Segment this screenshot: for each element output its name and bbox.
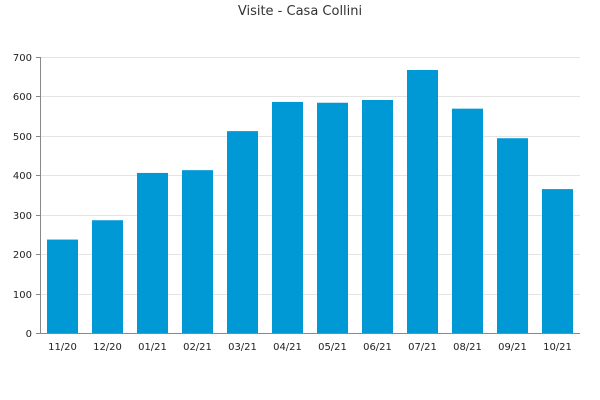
x-axis-ticks: 11/20 12/20 01/21 02/21 03/21 04/21 05/21 06/21… [48, 342, 572, 353]
y-tick-label: 300 [13, 211, 32, 222]
y-tick-label: 600 [13, 92, 32, 103]
bar-03-21 [227, 131, 258, 333]
x-tick-label: 01/21 [138, 342, 167, 353]
y-tick-label: 0 [26, 329, 32, 340]
bar-08-21 [452, 108, 483, 333]
bar-10-21 [542, 189, 573, 333]
x-tick-label: 11/20 [48, 342, 77, 353]
bar-04-21 [272, 101, 303, 333]
bar-02-21 [182, 170, 213, 333]
bar-05-21 [317, 102, 348, 333]
y-tick-label: 500 [13, 132, 32, 143]
bar-06-21 [362, 99, 393, 333]
bar-series [47, 70, 573, 334]
bar-09-21 [497, 138, 528, 333]
y-axis-ticks: 0 100 200 300 400 500 600 700 [13, 53, 40, 340]
bar-12-20 [92, 220, 123, 333]
x-tick-label: 02/21 [183, 342, 212, 353]
x-tick-label: 09/21 [498, 342, 527, 353]
x-tick-label: 05/21 [318, 342, 347, 353]
x-tick-label: 04/21 [273, 342, 302, 353]
x-tick-label: 10/21 [543, 342, 572, 353]
axes [40, 57, 580, 334]
y-tick-label: 400 [13, 171, 32, 182]
bar-07-21 [407, 70, 438, 334]
y-tick-label: 700 [13, 53, 32, 64]
bar-11-20 [47, 239, 78, 333]
y-tick-label: 100 [13, 290, 32, 301]
x-tick-label: 06/21 [363, 342, 392, 353]
gridlines [40, 57, 580, 295]
bar-01-21 [137, 172, 168, 333]
x-tick-label: 07/21 [408, 342, 437, 353]
x-tick-label: 03/21 [228, 342, 257, 353]
chart-title: Visite - Casa Collini [238, 4, 362, 19]
y-tick-label: 200 [13, 250, 32, 261]
x-tick-label: 08/21 [453, 342, 482, 353]
x-tick-label: 12/20 [93, 342, 122, 353]
